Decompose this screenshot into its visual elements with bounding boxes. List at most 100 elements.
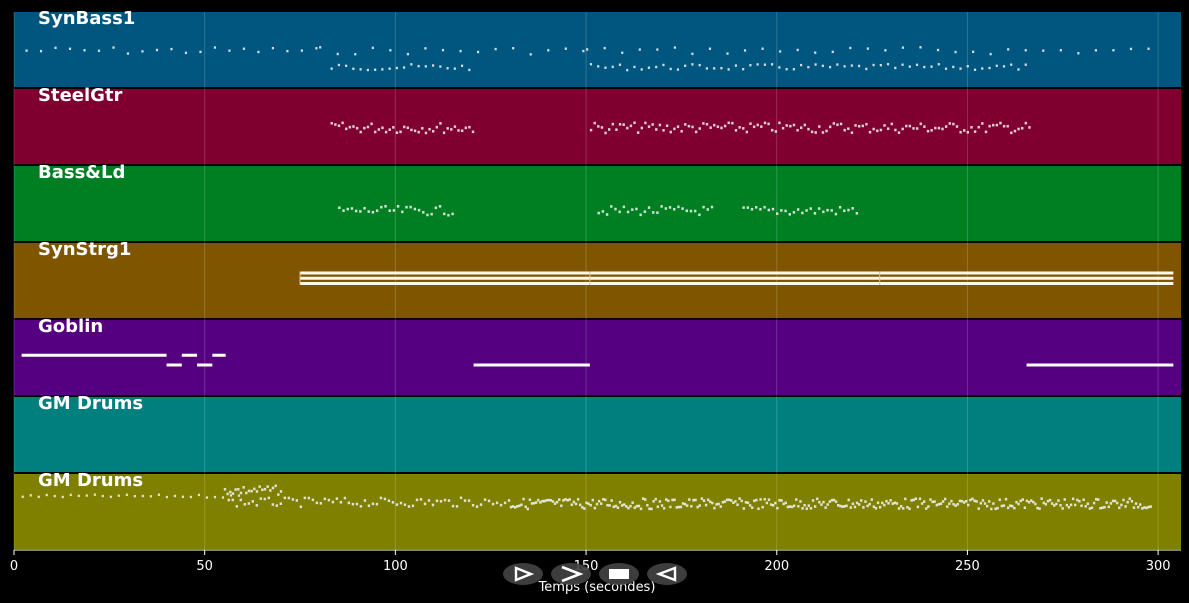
note-mark [336,52,339,56]
note-mark [1061,507,1064,510]
note-mark [359,130,362,134]
note-mark [512,47,515,50]
note-mark [667,499,670,503]
note-mark [958,499,962,503]
note-mark [927,505,930,508]
note-mark [925,507,928,510]
note-mark [101,494,104,498]
note-mark [547,498,550,502]
note-mark [261,488,264,492]
note-segment [1026,363,1174,367]
note-mark [545,498,548,502]
note-mark [753,499,756,503]
note-mark [1042,49,1045,52]
note-mark [771,207,775,211]
note-mark [1024,63,1027,66]
note-mark [330,121,333,125]
note-mark [843,209,846,213]
stop-button[interactable] [599,563,639,585]
note-mark [1074,503,1077,507]
note-mark [459,496,463,500]
note-mark [315,501,319,505]
note-mark [780,499,783,502]
note-mark [287,496,291,500]
note-mark [354,209,358,213]
note-mark [681,207,684,210]
note-mark [992,123,995,127]
note-mark [881,501,884,505]
note-mark [415,498,419,502]
note-mark [291,498,295,501]
note-mark [600,126,604,129]
note-mark [821,64,824,68]
note-mark [547,49,550,52]
note-mark [884,49,887,52]
note-mark [457,129,460,132]
note-mark [946,505,949,508]
note-mark [526,507,529,511]
note-mark [487,499,491,503]
x-tick-label: 50 [196,559,213,574]
note-mark [442,131,446,135]
note-mark [170,47,173,51]
note-mark [975,500,978,503]
note-mark [966,65,969,68]
note-mark [427,499,431,502]
note-mark [626,68,629,72]
note-mark [1063,498,1066,501]
note-mark [1017,68,1020,71]
note-mark [874,506,878,510]
forward-button[interactable] [551,563,591,585]
note-mark [860,499,863,502]
note-mark [343,496,347,500]
note-mark [797,504,800,508]
back-button[interactable] [647,563,687,585]
note-mark [245,491,248,495]
note-mark [694,498,697,502]
note-mark [1057,499,1060,502]
note-mark [499,503,503,507]
note-mark [352,125,355,128]
note-mark [918,497,922,501]
note-mark [597,499,601,503]
note-mark [109,495,112,499]
note-mark [1028,126,1031,129]
note-mark [392,126,395,129]
note-mark [750,207,754,211]
note-mark [380,205,383,209]
note-mark [698,504,701,507]
play-outline-button[interactable] [503,563,543,585]
note-mark [1115,501,1119,505]
note-mark [691,125,694,129]
note-mark [295,499,299,502]
note-mark [786,505,790,509]
note-mark [595,502,599,506]
note-mark [355,502,359,506]
note-mark [960,499,964,503]
note-mark [460,64,464,68]
note-mark [623,503,626,506]
note-mark [423,502,427,506]
note-mark [760,125,763,128]
track-label: SynBass1 [38,8,135,29]
note-mark [611,122,615,126]
note-mark [849,506,852,509]
note-mark [253,487,256,491]
note-mark [403,503,407,507]
note-mark [235,505,238,508]
note-mark [271,503,275,506]
note-mark [665,498,668,501]
note-mark [331,500,335,504]
note-mark [610,499,613,502]
note-mark [1147,47,1150,50]
note-mark [984,130,988,134]
note-mark [711,501,714,505]
note-mark [767,208,770,212]
note-mark [1036,506,1039,510]
note-mark [1099,506,1102,510]
note-mark [507,499,511,502]
note-mark [395,66,398,70]
note-mark [879,63,882,67]
note-mark [615,128,618,131]
sustained-note [300,282,590,285]
